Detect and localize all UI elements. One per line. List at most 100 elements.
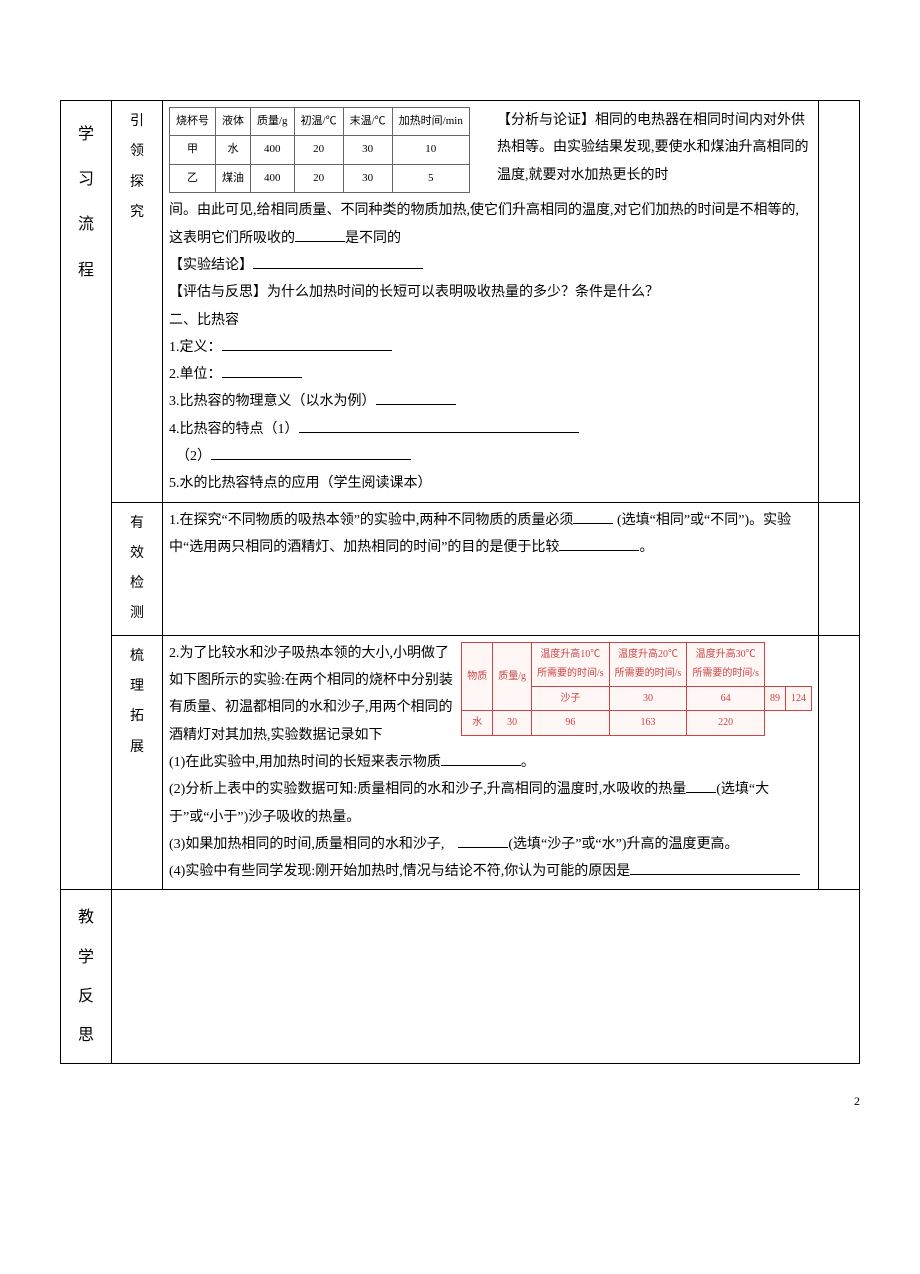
mid-label-guide: 引 领 探 究 — [112, 101, 163, 503]
td: 220 — [687, 711, 765, 736]
blank — [299, 418, 579, 433]
blank — [211, 445, 411, 460]
blank — [376, 390, 456, 405]
text: (2)分析上表中的实验数据可知:质量相同的水和沙子,升高相同的温度时,水吸收的热… — [169, 782, 686, 797]
td: 30 — [343, 136, 392, 164]
td: 20 — [294, 136, 343, 164]
unit-line: 2.单位： — [169, 361, 812, 388]
text: 间。由此可见,给相同质量、不同种类的物质加热,使它们升高相同的温度,对它们加热的… — [169, 203, 799, 245]
reflect-char: 反 — [67, 981, 105, 1012]
td: 400 — [251, 136, 295, 164]
th: 烧杯号 — [170, 108, 216, 136]
mid-char: 梳 — [118, 643, 156, 670]
section2-title: 二、比热容 — [169, 307, 812, 334]
text: (4)实验中有些同学发现:刚开始加热时,情况与结论不符,你认为可能的原因是 — [169, 864, 630, 879]
reflect-char: 学 — [67, 942, 105, 973]
extend-content: 物质 质量/g 温度升高10℃所需要的时间/s 温度升高20℃所需要的时间/s … — [163, 635, 819, 890]
td: 124 — [786, 686, 812, 711]
conclusion-line: 【实验结论】 — [169, 252, 812, 279]
mid-char: 引 — [118, 108, 156, 135]
reflect-char: 思 — [67, 1020, 105, 1051]
q2-3: (3)如果加热相同的时间,质量相同的水和沙子, (选填“沙子”或“水”)升高的温… — [169, 831, 812, 858]
mid-char: 理 — [118, 673, 156, 700]
margin-cell — [819, 635, 860, 890]
td: 30 — [343, 164, 392, 192]
reflect-content — [112, 890, 860, 1064]
label: 【实验结论】 — [169, 258, 253, 273]
page-number: 2 — [60, 1064, 860, 1109]
td: 甲 — [170, 136, 216, 164]
blank — [253, 254, 423, 269]
feature1-line: 4.比热容的特点（1） — [169, 416, 812, 443]
reflect-label-cell: 教 学 反 思 — [61, 890, 112, 1064]
application-line: 5.水的比热容特点的应用（学生阅读课本） — [169, 470, 812, 497]
th: 温度升高30℃所需要的时间/s — [687, 642, 765, 686]
label: 2.单位： — [169, 367, 222, 382]
td: 163 — [609, 711, 687, 736]
blank — [222, 363, 302, 378]
th: 物质 — [462, 642, 493, 711]
blank — [441, 751, 521, 766]
feature2-line: （2） — [169, 443, 812, 470]
meaning-line: 3.比热容的物理意义（以水为例） — [169, 388, 812, 415]
mid-char: 测 — [118, 600, 156, 627]
analysis-text-side: 【分析与论证】相同的电热器在相同时间内对外供热相等。由实验结果发现,要使水和煤油… — [491, 107, 812, 189]
td: 水 — [462, 711, 493, 736]
td: 10 — [392, 136, 469, 164]
mid-char: 效 — [118, 540, 156, 567]
experiment-data-table: 烧杯号 液体 质量/g 初温/℃ 末温/℃ 加热时间/min 甲 水 400 2… — [169, 107, 470, 193]
td: 沙子 — [531, 686, 609, 711]
margin-cell — [819, 101, 860, 503]
blank — [630, 860, 800, 875]
th: 液体 — [216, 108, 251, 136]
mid-char: 探 — [118, 169, 156, 196]
text: (选填“沙子”或“水”)升高的温度更高。 — [508, 837, 738, 852]
q1-line: 1.在探究“不同物质的吸热本领”的实验中,两种不同物质的质量必须 (选填“相同”… — [169, 507, 812, 562]
td: 5 — [392, 164, 469, 192]
label: 1.定义： — [169, 340, 222, 355]
mid-char: 检 — [118, 570, 156, 597]
q2-1: (1)在此实验中,用加热时间的长短来表示物质。 — [169, 749, 812, 776]
th: 加热时间/min — [392, 108, 469, 136]
text: (3)如果加热相同的时间,质量相同的水和沙子, — [169, 837, 444, 852]
mid-char: 拓 — [118, 703, 156, 730]
text: 1.在探究“不同物质的吸热本领”的实验中,两种不同物质的质量必须 — [169, 513, 573, 528]
th: 质量/g — [493, 642, 532, 711]
left-char: 程 — [67, 255, 105, 286]
th: 初温/℃ — [294, 108, 343, 136]
blank — [458, 833, 508, 848]
td: 30 — [493, 711, 532, 736]
label: 3.比热容的物理意义（以水为例） — [169, 394, 376, 409]
definition-line: 1.定义： — [169, 334, 812, 361]
blank — [559, 536, 639, 551]
td: 400 — [251, 164, 295, 192]
text: 。 — [521, 755, 535, 770]
th: 质量/g — [251, 108, 295, 136]
th: 温度升高20℃所需要的时间/s — [609, 642, 687, 686]
left-char: 流 — [67, 209, 105, 240]
td: 水 — [216, 136, 251, 164]
guide-content: 【分析与论证】相同的电热器在相同时间内对外供热相等。由实验结果发现,要使水和煤油… — [163, 101, 819, 503]
left-label-cell: 学 习 流 程 — [61, 101, 112, 890]
mid-label-test: 有 效 检 测 — [112, 502, 163, 635]
blank — [222, 336, 392, 351]
margin-cell — [819, 502, 860, 635]
label: 4.比热容的特点（1） — [169, 422, 299, 437]
mid-char: 究 — [118, 199, 156, 226]
blank — [573, 509, 613, 524]
mid-char: 领 — [118, 138, 156, 165]
th: 末温/℃ — [343, 108, 392, 136]
td: 89 — [765, 686, 786, 711]
mid-char: 有 — [118, 510, 156, 537]
mid-char: 展 — [118, 734, 156, 761]
td: 96 — [531, 711, 609, 736]
lesson-table: 学 习 流 程 引 领 探 究 【分析与论证】相同的电热器在相同时间内对外供热相… — [60, 100, 860, 1064]
td: 20 — [294, 164, 343, 192]
mid-label-extend: 梳 理 拓 展 — [112, 635, 163, 890]
blank — [686, 778, 716, 793]
td: 煤油 — [216, 164, 251, 192]
analysis-line: 间。由此可见,给相同质量、不同种类的物质加热,使它们升高相同的温度,对它们加热的… — [169, 197, 812, 252]
test-content: 1.在探究“不同物质的吸热本领”的实验中,两种不同物质的质量必须 (选填“相同”… — [163, 502, 819, 635]
q2-data-table: 物质 质量/g 温度升高10℃所需要的时间/s 温度升高20℃所需要的时间/s … — [461, 642, 812, 736]
text: 是不同的 — [345, 231, 401, 246]
